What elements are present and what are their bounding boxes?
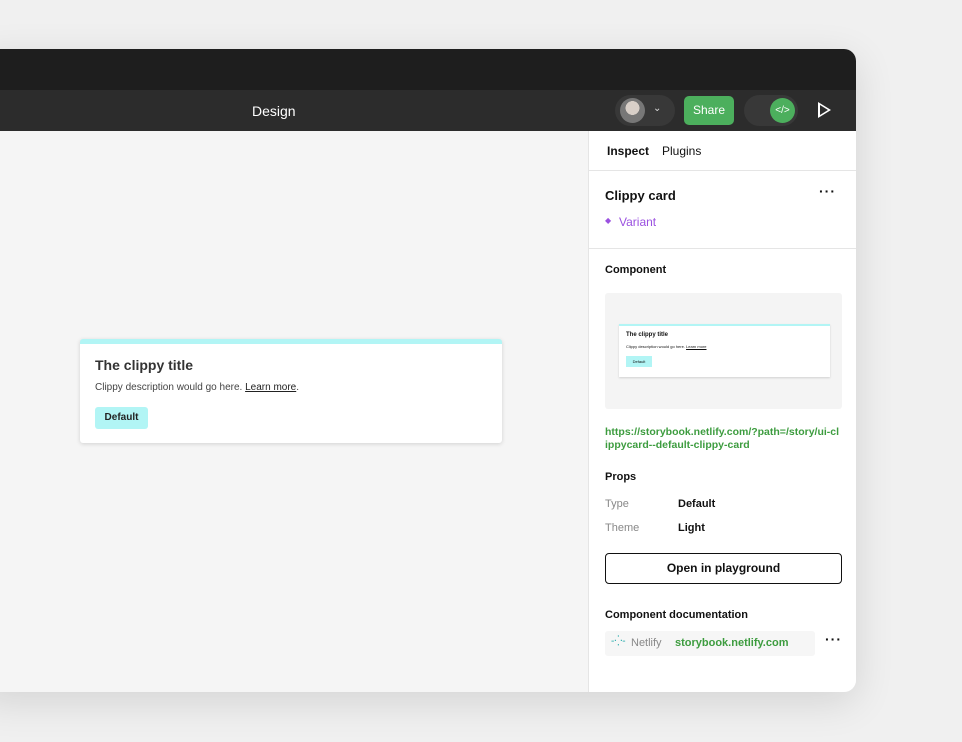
tab-inspect[interactable]: Inspect [607,144,650,158]
prop-name: Type [605,498,629,510]
variant-diamond-icon: ◆ [605,216,612,225]
docs-heading: Component documentation [605,609,748,621]
preview-card: The clippy title Clippy description woul… [619,324,830,377]
mode-title: Design [252,103,296,119]
share-button[interactable]: Share [684,96,734,125]
card-description: Clippy description would go here. Learn … [95,382,300,393]
prop-name: Theme [605,522,640,534]
docs-link[interactable]: storybook.netlify.com [675,637,789,649]
docs-source: Netlify [631,637,662,649]
component-preview: The clippy title Clippy description woul… [605,293,842,409]
title-bar [0,49,856,90]
props-heading: Props [605,471,637,483]
code-icon: </> [770,98,795,123]
prop-value: Default [678,498,716,510]
card-title: The clippy title [95,357,194,373]
inspect-panel: Inspect Plugins Clippy card ··· ◆ Varian… [588,131,856,692]
chevron-down-icon: ⌄ [653,103,662,114]
prop-value: Light [678,522,705,534]
tab-plugins[interactable]: Plugins [662,144,702,158]
play-icon[interactable] [818,102,831,118]
user-menu-button[interactable]: ⌄ [615,95,675,126]
preview-description: Clippy description would go here. Learn … [626,344,707,349]
more-icon[interactable]: ··· [819,183,836,199]
learn-more-link[interactable]: Learn more [245,382,297,393]
docs-link-row[interactable]: -⁛- Netlify storybook.netlify.com [605,631,815,656]
dev-mode-toggle[interactable]: </> [744,95,798,126]
preview-title: The clippy title [626,332,669,338]
docs-more-icon[interactable]: ··· [825,631,842,647]
component-name: Clippy card [605,188,676,203]
avatar [620,98,645,123]
preview-badge: Default [626,356,652,367]
netlify-icon: -⁛- [611,636,626,647]
clippy-card[interactable]: The clippy title Clippy description woul… [80,339,502,443]
component-header: Clippy card ··· ◆ Variant [589,171,856,249]
open-in-playground-button[interactable]: Open in playground [605,553,842,584]
component-heading: Component [605,264,667,276]
app-window: Design ⌄ Share </> The clippy title Clip… [0,49,856,692]
canvas[interactable]: The clippy title Clippy description woul… [0,131,588,692]
variant-label: Variant [619,215,657,229]
default-badge: Default [95,407,148,429]
panel-tabs: Inspect Plugins [589,131,856,171]
toolbar: Design ⌄ Share </> [0,90,856,131]
storybook-url[interactable]: https://storybook.netlify.com/?path=/sto… [605,426,840,451]
